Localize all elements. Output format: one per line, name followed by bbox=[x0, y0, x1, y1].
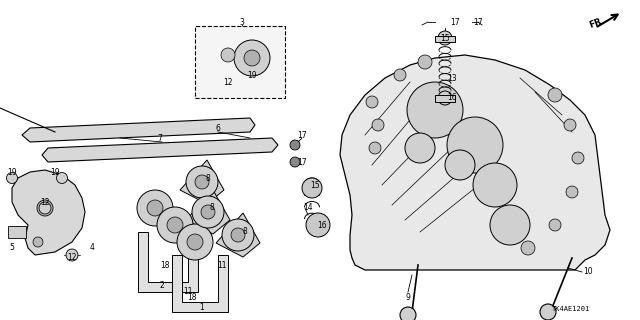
Text: 16: 16 bbox=[447, 93, 457, 102]
Circle shape bbox=[221, 48, 235, 62]
Polygon shape bbox=[138, 232, 198, 292]
Text: 19: 19 bbox=[50, 167, 60, 177]
Circle shape bbox=[418, 55, 432, 69]
Text: 11: 11 bbox=[217, 260, 227, 269]
Text: 4: 4 bbox=[90, 244, 95, 252]
Circle shape bbox=[302, 178, 322, 198]
Circle shape bbox=[566, 186, 578, 198]
Bar bbox=[435, 36, 455, 42]
Circle shape bbox=[521, 241, 535, 255]
Circle shape bbox=[234, 40, 270, 76]
Circle shape bbox=[157, 207, 193, 243]
Text: 15: 15 bbox=[440, 34, 450, 43]
Circle shape bbox=[366, 96, 378, 108]
Text: 10: 10 bbox=[583, 268, 593, 276]
Circle shape bbox=[394, 69, 406, 81]
Circle shape bbox=[147, 200, 163, 216]
Text: TK4AE1201: TK4AE1201 bbox=[552, 306, 590, 312]
Circle shape bbox=[290, 157, 300, 167]
Text: 17: 17 bbox=[473, 18, 483, 27]
Circle shape bbox=[372, 119, 384, 131]
Circle shape bbox=[290, 140, 300, 150]
Text: 18: 18 bbox=[160, 260, 170, 269]
Text: 1: 1 bbox=[200, 303, 204, 313]
Polygon shape bbox=[216, 213, 260, 257]
Text: 12: 12 bbox=[223, 77, 233, 86]
Circle shape bbox=[56, 172, 67, 183]
Circle shape bbox=[6, 172, 17, 183]
Circle shape bbox=[564, 119, 576, 131]
Text: 19: 19 bbox=[7, 167, 17, 177]
Text: 18: 18 bbox=[188, 293, 196, 302]
Circle shape bbox=[195, 175, 209, 189]
Circle shape bbox=[438, 91, 452, 105]
Text: 8: 8 bbox=[243, 228, 248, 236]
Text: 16: 16 bbox=[317, 220, 327, 229]
Text: 9: 9 bbox=[406, 293, 410, 302]
Text: FR.: FR. bbox=[588, 16, 607, 30]
Circle shape bbox=[572, 152, 584, 164]
Text: 17: 17 bbox=[297, 131, 307, 140]
Circle shape bbox=[177, 224, 213, 260]
Polygon shape bbox=[42, 138, 278, 162]
Text: 5: 5 bbox=[10, 244, 15, 252]
Circle shape bbox=[137, 190, 173, 226]
Circle shape bbox=[369, 142, 381, 154]
Text: 19: 19 bbox=[247, 70, 257, 79]
Text: 7: 7 bbox=[157, 133, 163, 142]
Circle shape bbox=[306, 213, 330, 237]
Circle shape bbox=[227, 79, 237, 91]
Circle shape bbox=[37, 200, 53, 216]
Circle shape bbox=[186, 166, 218, 198]
Text: 3: 3 bbox=[239, 18, 244, 27]
Circle shape bbox=[201, 205, 215, 219]
Circle shape bbox=[445, 150, 475, 180]
Circle shape bbox=[438, 31, 452, 45]
Polygon shape bbox=[186, 190, 230, 234]
Text: 17: 17 bbox=[297, 157, 307, 166]
Polygon shape bbox=[180, 160, 224, 204]
Text: 6: 6 bbox=[216, 124, 220, 132]
Circle shape bbox=[39, 202, 51, 214]
Circle shape bbox=[400, 307, 416, 320]
Circle shape bbox=[548, 88, 562, 102]
Bar bbox=[8, 226, 26, 238]
FancyBboxPatch shape bbox=[195, 26, 285, 98]
Circle shape bbox=[192, 196, 224, 228]
Text: 2: 2 bbox=[159, 281, 164, 290]
Polygon shape bbox=[340, 55, 610, 270]
Circle shape bbox=[447, 117, 503, 173]
Text: 13: 13 bbox=[447, 74, 457, 83]
Bar bbox=[435, 95, 455, 102]
Circle shape bbox=[244, 50, 260, 66]
Text: 11: 11 bbox=[183, 287, 193, 297]
Text: 8: 8 bbox=[205, 173, 211, 182]
Polygon shape bbox=[12, 170, 85, 255]
Circle shape bbox=[33, 237, 43, 247]
Circle shape bbox=[167, 217, 183, 233]
Circle shape bbox=[540, 304, 556, 320]
Polygon shape bbox=[172, 255, 228, 312]
Text: 15: 15 bbox=[310, 180, 320, 189]
Circle shape bbox=[473, 163, 517, 207]
Circle shape bbox=[549, 219, 561, 231]
Circle shape bbox=[407, 82, 463, 138]
Circle shape bbox=[66, 249, 78, 261]
Circle shape bbox=[490, 205, 530, 245]
Circle shape bbox=[13, 227, 24, 237]
Text: 8: 8 bbox=[210, 204, 214, 212]
Text: 14: 14 bbox=[303, 204, 313, 212]
Circle shape bbox=[222, 219, 254, 251]
Text: 12: 12 bbox=[40, 197, 50, 206]
Text: 12: 12 bbox=[67, 253, 77, 262]
Text: 17: 17 bbox=[450, 18, 460, 27]
Circle shape bbox=[187, 234, 203, 250]
Circle shape bbox=[231, 228, 245, 242]
Circle shape bbox=[405, 133, 435, 163]
Polygon shape bbox=[22, 118, 255, 142]
